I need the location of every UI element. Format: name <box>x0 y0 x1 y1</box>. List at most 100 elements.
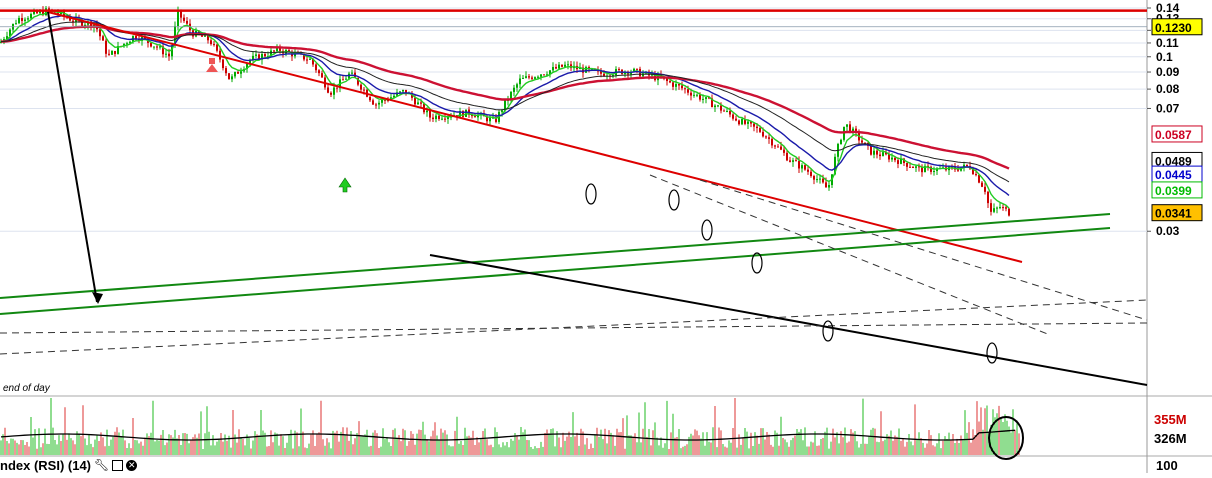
candle-body <box>549 70 551 75</box>
candle-body <box>876 150 878 155</box>
candle-body <box>279 47 281 51</box>
candle-body <box>405 89 407 94</box>
circle-marker <box>822 320 834 342</box>
candle-body <box>357 77 359 85</box>
candle-body <box>378 102 380 105</box>
candle-body <box>783 149 785 153</box>
candle-body <box>870 145 872 155</box>
moving-average-line <box>0 15 1010 196</box>
candle-body <box>72 20 74 22</box>
moving-average-line <box>0 21 1010 183</box>
candle-body <box>165 53 167 55</box>
candle-body <box>771 138 773 146</box>
candle-body <box>81 19 83 26</box>
candle-body <box>900 158 902 164</box>
candle-body <box>303 53 305 60</box>
candle-body <box>984 186 986 192</box>
candle-body <box>933 171 935 173</box>
price-label: 0.0445 <box>1155 168 1192 182</box>
candle-body <box>681 85 683 89</box>
candle-body <box>828 185 830 188</box>
candle-body <box>882 152 884 157</box>
y-tick-label: 0.03 <box>1156 224 1180 238</box>
candle-body <box>849 124 851 133</box>
candle-body <box>561 64 563 67</box>
candle-body <box>873 150 875 155</box>
candle-body <box>993 208 995 212</box>
candle-body <box>414 97 416 105</box>
candle-body <box>204 34 206 37</box>
candle-body <box>531 77 533 79</box>
candle-body <box>735 118 737 121</box>
candle-body <box>369 96 371 101</box>
candle-body <box>231 76 233 80</box>
candle-body <box>732 114 734 119</box>
candle-body <box>156 46 158 48</box>
candle-body <box>150 42 152 47</box>
candle-body <box>741 119 743 125</box>
candle-body <box>990 203 992 212</box>
candle-body <box>345 78 347 80</box>
candle-body <box>186 20 188 24</box>
candle-body <box>90 21 92 28</box>
candle-body <box>774 145 776 147</box>
candle-body <box>924 165 926 173</box>
candle-body <box>765 136 767 138</box>
candle-body <box>894 157 896 161</box>
candle-body <box>312 58 314 65</box>
candle-body <box>153 46 155 48</box>
window-icon[interactable] <box>112 460 124 471</box>
candle-body <box>276 47 278 52</box>
y-tick-label: 0.09 <box>1156 65 1180 79</box>
candle-body <box>522 77 524 79</box>
candle-body <box>618 69 620 71</box>
candle-body <box>777 146 779 148</box>
candle-body <box>501 110 503 112</box>
candle-body <box>0 41 2 43</box>
candle-body <box>891 157 893 160</box>
candle-body <box>429 110 431 118</box>
rsi-panel-title: ndex (RSI) (14) <box>0 457 92 473</box>
moving-average-line <box>0 10 1010 209</box>
candle-body <box>693 94 695 96</box>
candle-body <box>216 44 218 51</box>
wrench-icon[interactable]: 🔧︎ <box>94 458 110 472</box>
candle-body <box>459 111 461 117</box>
candle-body <box>687 89 689 93</box>
candle-body <box>252 55 254 60</box>
candle-body <box>117 46 119 54</box>
candle-body <box>780 146 782 150</box>
candle-body <box>864 142 866 144</box>
candle-body <box>792 160 794 162</box>
candle-body <box>804 165 806 170</box>
y-tick-label: 0.11 <box>1156 36 1179 50</box>
candle-body <box>528 76 530 78</box>
candle-body <box>135 35 137 39</box>
candle-body <box>801 165 803 169</box>
volume-axis-label: 326M <box>1154 431 1187 446</box>
candle-body <box>903 158 905 163</box>
candle-body <box>111 50 113 55</box>
candle-body <box>327 87 329 93</box>
candle-body <box>702 98 704 100</box>
volume-average-line <box>0 429 1016 441</box>
candle-body <box>720 105 722 111</box>
close-icon[interactable]: ✕ <box>126 459 138 471</box>
candle-body <box>861 140 863 143</box>
candle-body <box>183 17 185 21</box>
candle-body <box>36 10 38 14</box>
candle-body <box>351 72 353 74</box>
circle-marker <box>986 342 998 364</box>
price-label: 0.0399 <box>1155 184 1192 198</box>
candle-body <box>486 116 488 122</box>
candle-body <box>225 68 227 74</box>
candle-body <box>105 40 107 54</box>
candle-body <box>819 178 821 180</box>
candle-body <box>375 104 377 106</box>
rsi-panel-strip: ndex (RSI) (14) 🔧︎ ✕ <box>0 457 138 473</box>
candle-body <box>402 89 404 92</box>
candle-body <box>321 73 323 78</box>
candle-body <box>1002 207 1004 209</box>
circle-marker <box>668 189 680 211</box>
candle-body <box>669 81 671 83</box>
